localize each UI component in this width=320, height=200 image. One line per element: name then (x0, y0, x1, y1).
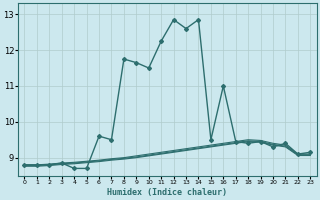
X-axis label: Humidex (Indice chaleur): Humidex (Indice chaleur) (108, 188, 228, 197)
